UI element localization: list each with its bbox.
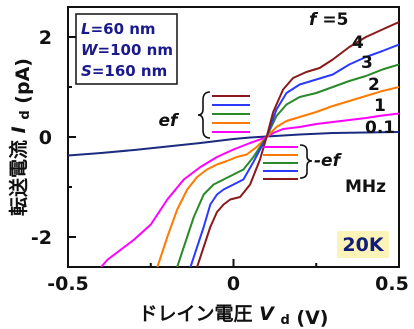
- y-tick-label-neg2: -2: [31, 227, 52, 249]
- y-axis-symbol: I: [8, 126, 30, 133]
- y-axis-subscript: d: [18, 110, 33, 119]
- series-line-2: [156, 86, 399, 267]
- temperature-badge: [337, 231, 389, 258]
- x-tick-marks: [149, 259, 318, 267]
- series-line-5: [196, 21, 399, 267]
- minus-ef-marker-lines: [263, 146, 298, 180]
- x-axis-label-text: ドレイン電圧: [139, 303, 253, 325]
- params-box: [75, 13, 178, 85]
- x-axis-symbol: V: [259, 303, 275, 325]
- x-tick-label-neg05: -0.5: [47, 273, 89, 295]
- ef-marker-lines: [212, 95, 250, 133]
- x-tick-label-05: 0.5: [375, 273, 409, 295]
- series-label-3: 3: [361, 53, 373, 73]
- x-tick-label-0: 0: [227, 273, 240, 295]
- y-axis-label: 転送電流 I d (pA): [7, 58, 34, 216]
- ef-label: ef: [159, 111, 181, 131]
- freq-unit-label: MHz: [345, 177, 386, 197]
- x-axis-label: ドレイン電圧 V d (V): [139, 303, 329, 329]
- series-line-01: [68, 131, 399, 157]
- series-label-5: f =5: [309, 10, 348, 30]
- y-tick-label-2: 2: [39, 27, 52, 49]
- series-label-1: 1: [374, 96, 386, 116]
- x-axis-subscript: d: [280, 313, 289, 328]
- y-axis-label-text: 転送電流: [7, 140, 30, 216]
- series-label-4: 4: [352, 33, 364, 53]
- param-S: S=160 nm: [81, 62, 167, 80]
- series-layer: [68, 21, 399, 267]
- y-axis-unit: (pA): [12, 58, 34, 104]
- y-tick-marks: [68, 36, 76, 238]
- series-line-1: [100, 112, 399, 267]
- param-W: W=100 nm: [81, 41, 173, 59]
- y-tick-label-0: 0: [39, 127, 52, 149]
- temperature-label: 20K: [342, 234, 384, 256]
- minus-ef-label: -ef: [314, 151, 343, 171]
- series-label-2: 2: [368, 75, 380, 95]
- minus-ef-brace: [299, 144, 313, 179]
- x-axis-unit: (V): [296, 307, 328, 329]
- param-L: L=60 nm: [81, 20, 156, 38]
- series-label-01: 0.1: [365, 118, 395, 138]
- ef-brace: [197, 91, 211, 139]
